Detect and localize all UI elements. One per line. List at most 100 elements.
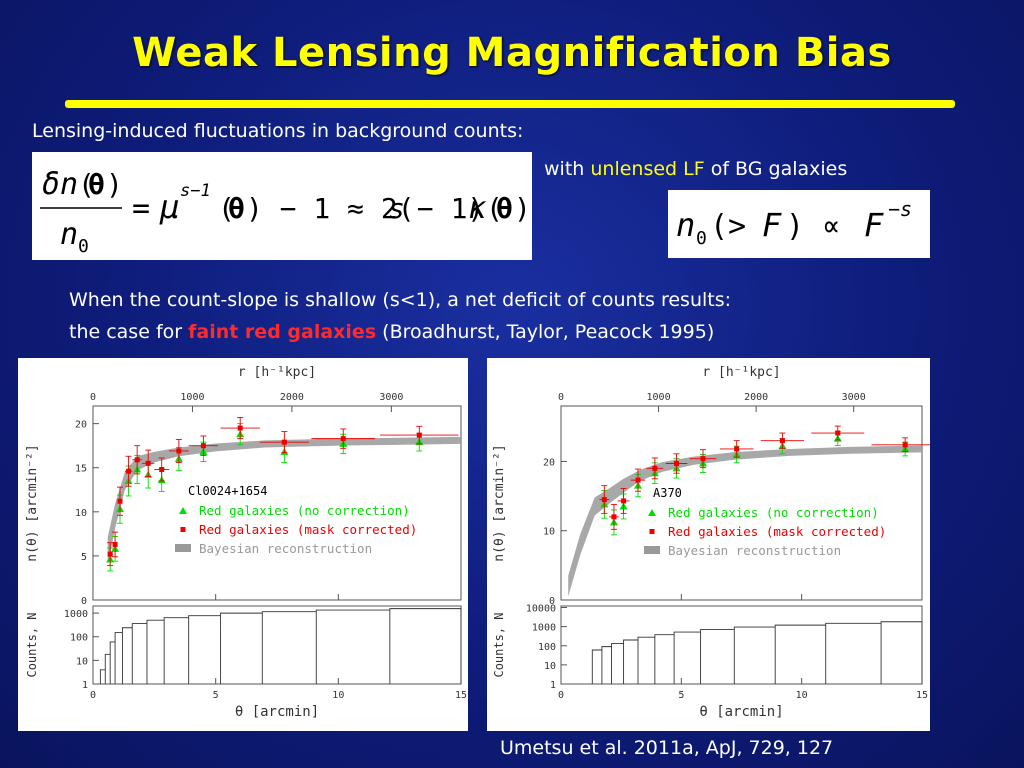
eq1-rhs-theta1: θ bbox=[228, 192, 245, 225]
x-axis-label: θ [arcmin] bbox=[699, 704, 783, 720]
data-point-mask-corrected bbox=[107, 551, 113, 557]
counts-histogram bbox=[591, 621, 923, 684]
y-axis-tick-label-bottom: 10000 bbox=[526, 604, 556, 615]
title-underline bbox=[65, 100, 955, 108]
legend-marker-triangle bbox=[648, 509, 656, 516]
data-point-mask-corrected bbox=[112, 541, 118, 547]
eq2-F1: F bbox=[762, 206, 782, 244]
legend-marker-square bbox=[180, 527, 186, 532]
slide-title: Weak Lensing Magnification Bias bbox=[132, 30, 892, 76]
eq1-num-delta: δ bbox=[42, 167, 60, 202]
data-point-mask-corrected bbox=[734, 446, 740, 452]
eq1-num-n: n bbox=[60, 167, 78, 202]
y-axis-label-bottom: Counts, N bbox=[25, 612, 39, 677]
x-axis-tick-label: 0 bbox=[90, 690, 96, 701]
eq1-rhs-theta2: θ bbox=[496, 192, 513, 225]
bayesian-reconstruction-band bbox=[568, 445, 922, 597]
intro-text: Lensing-induced fluctuations in backgrou… bbox=[32, 120, 524, 142]
with-unlensed-lf-text: with unlensed LF of BG galaxies bbox=[544, 158, 847, 180]
para-line-1: When the count-slope is shallow (s<1), a… bbox=[69, 289, 732, 311]
data-point-mask-corrected bbox=[835, 430, 841, 436]
data-point-mask-corrected bbox=[601, 497, 607, 503]
eq1-mu-exponent: s−1 bbox=[180, 181, 211, 201]
top-panel-frame bbox=[560, 405, 923, 601]
data-point-mask-corrected bbox=[340, 436, 346, 442]
legend-marker-band bbox=[175, 544, 191, 552]
y-axis-tick-label: 20 bbox=[543, 457, 555, 468]
top-axis-tick-label: 1000 bbox=[647, 392, 671, 403]
figure-cl0024: r [h⁻¹kpc] 0 1000 2000 3000 0 5 10 15 θ [arcmin] 0… bbox=[18, 358, 468, 731]
eq2-sup: −s bbox=[888, 197, 912, 221]
bottom-panel-frame bbox=[92, 605, 462, 685]
y-axis-tick-label-bottom: 1 bbox=[550, 680, 556, 691]
data-point-mask-corrected bbox=[176, 448, 182, 454]
data-point-mask-corrected bbox=[126, 468, 132, 474]
data-point-mask-corrected bbox=[117, 498, 123, 504]
y-axis-tick-label-bottom: 100 bbox=[70, 633, 88, 644]
data-point-mask-corrected bbox=[700, 456, 706, 462]
data-point-mask-corrected bbox=[779, 438, 785, 444]
eq2-F2: F bbox=[864, 206, 884, 244]
data-point-mask-corrected bbox=[674, 461, 680, 467]
y-axis-tick-label-bottom: 1 bbox=[82, 680, 88, 691]
top-axis-tick-label: 2000 bbox=[744, 392, 768, 403]
eq2-prop: ) ∝ bbox=[786, 209, 858, 244]
data-point-mask-corrected bbox=[652, 465, 658, 471]
eq1-rhs-open2: ( bbox=[486, 192, 503, 225]
cluster-label: A370 bbox=[653, 486, 682, 500]
legend-entry: Red galaxies (no correction) bbox=[668, 505, 879, 520]
top-panel-frame bbox=[92, 405, 462, 601]
para-line-2-suffix: (Broadhurst, Taylor, Peacock 1995) bbox=[376, 321, 715, 343]
data-point-mask-corrected bbox=[611, 514, 617, 520]
eq1-rhs-mid: ) − 1 ≈ 2( bbox=[246, 192, 415, 225]
data-point-mask-corrected bbox=[159, 466, 165, 472]
eq1-num-theta: θ bbox=[88, 168, 105, 201]
data-point-mask-corrected bbox=[416, 432, 422, 438]
eq2-sub: 0 bbox=[696, 228, 707, 249]
equation-fluctuation-svg: δ n ( θ ) n 0 = μ s−1 ( θ ) − 1 ≈ 2( s −… bbox=[40, 167, 531, 257]
y-axis-tick-label-bottom: 10 bbox=[544, 661, 556, 672]
legend-entry: Red galaxies (mask corrected) bbox=[199, 522, 417, 537]
para-line-2-prefix: the case for bbox=[69, 321, 189, 343]
y-axis-tick-label-bottom: 1000 bbox=[532, 623, 556, 634]
bottom-panel-frame bbox=[560, 605, 923, 685]
legend-marker-triangle bbox=[179, 507, 187, 514]
y-axis-tick-label-bottom: 100 bbox=[538, 642, 556, 653]
x-axis-tick-label: 5 bbox=[213, 690, 219, 701]
y-axis-tick-label-bottom: 10 bbox=[76, 656, 88, 667]
y-axis-tick-label: 10 bbox=[543, 527, 555, 538]
data-point-mask-corrected bbox=[635, 477, 641, 483]
x-axis-tick-label: 15 bbox=[916, 690, 928, 701]
data-point-mask-corrected bbox=[145, 460, 151, 466]
y-axis-tick-label: 0 bbox=[81, 596, 87, 607]
x-axis-tick-label: 10 bbox=[796, 690, 808, 701]
eq1-kappa: κ bbox=[468, 191, 487, 226]
eq1-equals: = bbox=[132, 191, 150, 226]
top-axis-label: r [h⁻¹kpc] bbox=[238, 365, 316, 380]
data-point-mask-corrected bbox=[281, 439, 287, 445]
eq1-mu: μ bbox=[159, 188, 179, 226]
figure-a370: r [h⁻¹kpc] 0 1000 2000 3000 0 5 10 15 θ [arcmin] 0… bbox=[487, 358, 939, 731]
legend-entry: Red galaxies (no correction) bbox=[199, 503, 410, 518]
eq2-n: n bbox=[676, 206, 695, 244]
data-point-mask-corrected bbox=[237, 425, 243, 431]
eq1-num-close: ) bbox=[106, 168, 123, 201]
with-prefix: with bbox=[544, 158, 591, 180]
data-point-mask-corrected bbox=[621, 498, 627, 504]
eq1-rhs-close: ) bbox=[514, 192, 531, 225]
x-axis-tick-label: 15 bbox=[455, 690, 467, 701]
data-point-mask-corrected bbox=[134, 457, 140, 463]
para-line-2: the case for faint red galaxies (Broadhu… bbox=[69, 316, 731, 348]
faint-red-galaxies-highlight: faint red galaxies bbox=[188, 321, 377, 343]
top-axis-tick-label: 0 bbox=[558, 392, 564, 403]
counts-histogram bbox=[99, 608, 462, 684]
y-axis-label-top: n(θ) [arcmin⁻²] bbox=[492, 444, 507, 561]
legend-marker-band bbox=[644, 546, 660, 554]
y-axis-tick-label: 5 bbox=[81, 552, 87, 563]
equation-lf-svg: n 0 (> F ) ∝ F −s bbox=[676, 197, 912, 249]
y-axis-label-top: n(θ) [arcmin⁻²] bbox=[25, 444, 40, 561]
x-axis-tick-label: 0 bbox=[558, 690, 564, 701]
top-axis-tick-label: 2000 bbox=[280, 392, 304, 403]
x-axis-tick-label: 10 bbox=[332, 690, 344, 701]
